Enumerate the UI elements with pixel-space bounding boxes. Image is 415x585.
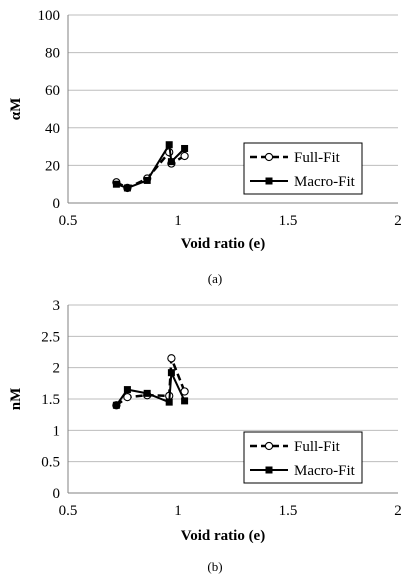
x-tick-label: 2 [394, 503, 402, 519]
series-macro-fit [112, 141, 189, 192]
x-tick-label: 1 [174, 213, 182, 229]
series-full-fit [112, 354, 189, 410]
data-point [165, 141, 173, 149]
y-tick-label: 3 [53, 298, 61, 314]
x-tick-label: 1.5 [279, 503, 298, 519]
legend-label: Macro-Fit [294, 463, 356, 479]
legend: Full-Fit Macro-Fit [243, 142, 363, 195]
data-point [123, 386, 131, 394]
legend-label: Full-Fit [294, 439, 341, 455]
legend-marker [265, 466, 273, 474]
data-point [167, 369, 175, 377]
y-tick-label: 20 [45, 158, 60, 174]
x-axis-title: Void ratio (e) [181, 236, 265, 252]
data-point [112, 401, 120, 409]
y-tick-label: 40 [45, 121, 60, 137]
data-point [165, 398, 173, 406]
data-point [112, 180, 120, 188]
data-point [123, 392, 132, 402]
legend-label: Full-Fit [294, 150, 341, 166]
y-tick-label: 60 [45, 83, 60, 99]
chart-a: 0 20 40 60 80 100 0.5 1 1.5 2 Void ratio (e) αM (a) F… [8, 8, 402, 286]
x-tick-label: 2 [394, 213, 402, 229]
y-tick-label: 0 [53, 196, 61, 212]
y-tick-label: 1 [53, 423, 61, 439]
y-tick-label: 100 [38, 8, 61, 24]
chart-caption: (a) [208, 271, 222, 286]
x-tick-label: 1 [174, 503, 182, 519]
y-axis-title: αM [8, 98, 24, 121]
legend: Full-Fit Macro-Fit [243, 431, 363, 484]
y-tick-label: 2 [53, 361, 61, 377]
legend-marker [265, 177, 273, 185]
legend-label: Macro-Fit [294, 174, 356, 190]
y-tick-label: 0.5 [41, 455, 60, 471]
x-tick-label: 1.5 [279, 213, 298, 229]
y-axis-title: nM [8, 388, 24, 411]
y-tick-label: 80 [45, 46, 60, 62]
data-point [143, 389, 151, 397]
x-tick-label: 0.5 [59, 503, 78, 519]
legend-box [243, 431, 363, 484]
series-macro-fit [112, 368, 189, 409]
legend-marker [264, 441, 274, 451]
x-axis-title: Void ratio (e) [181, 528, 265, 544]
data-point [180, 151, 189, 161]
data-point [181, 144, 189, 152]
y-tick-label: 1.5 [41, 392, 60, 408]
legend-box [243, 142, 363, 195]
data-point [167, 158, 175, 166]
chart-caption: (b) [207, 559, 222, 574]
y-tick-label: 0 [53, 486, 61, 502]
x-tick-label: 0.5 [59, 213, 78, 229]
data-point [181, 397, 189, 405]
y-tick-label: 2.5 [41, 329, 60, 345]
data-point [123, 184, 131, 192]
legend-marker [264, 152, 274, 162]
data-point [167, 354, 176, 363]
data-point [143, 176, 151, 184]
